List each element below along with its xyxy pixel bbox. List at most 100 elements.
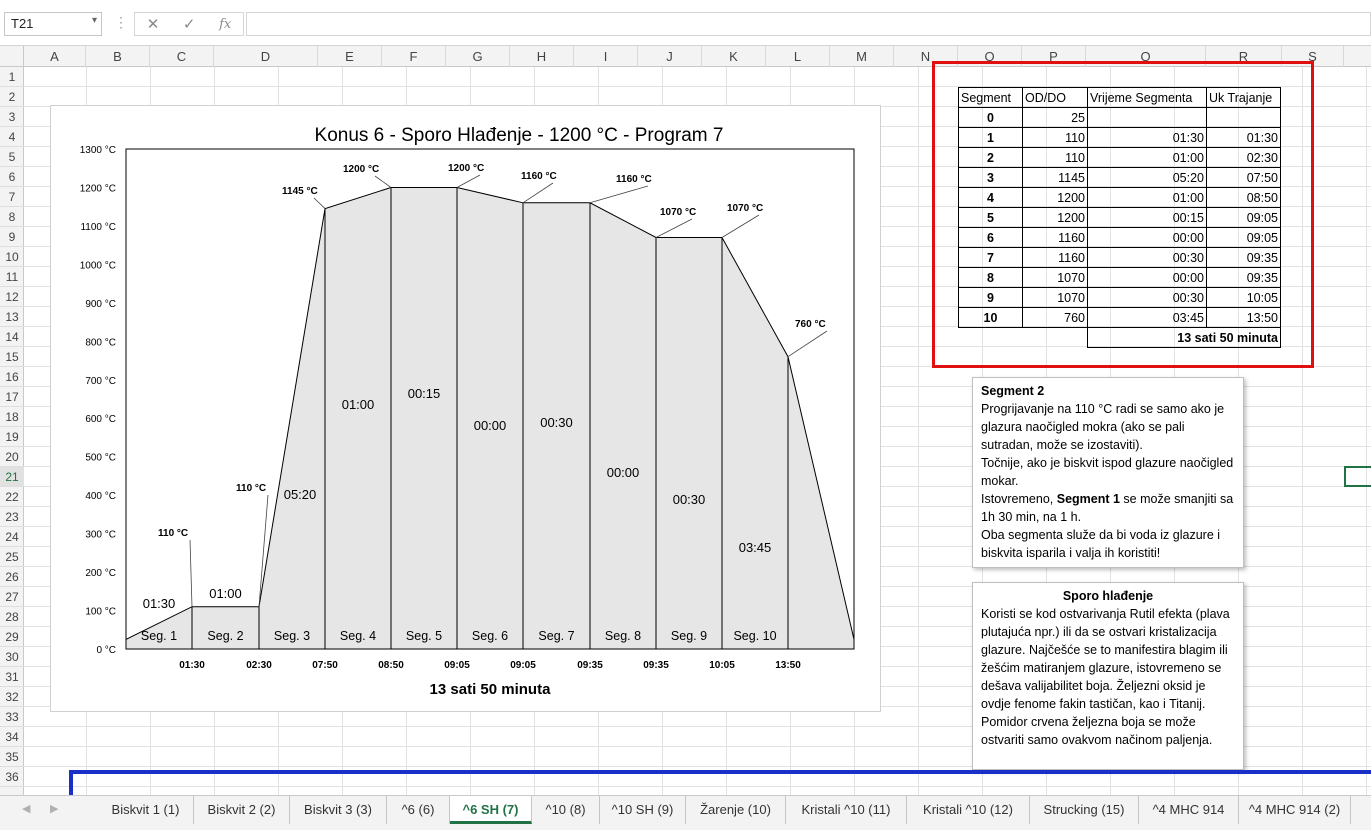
row-header[interactable]: 3: [0, 107, 24, 127]
row-header[interactable]: 5: [0, 147, 24, 167]
row-header[interactable]: 18: [0, 407, 24, 427]
table-cell[interactable]: 08:50: [1206, 187, 1281, 208]
table-cell[interactable]: 1145: [1022, 167, 1088, 188]
cancel-icon[interactable]: ✕: [146, 16, 160, 33]
table-cell[interactable]: 1200: [1022, 207, 1088, 228]
row-header[interactable]: 17: [0, 387, 24, 407]
table-cell[interactable]: 110: [1022, 127, 1088, 148]
note-segment-2[interactable]: Segment 2 Progrijavanje na 110 °C radi s…: [972, 377, 1244, 568]
row-header[interactable]: 12: [0, 287, 24, 307]
prev-sheet-icon[interactable]: ◀: [22, 803, 31, 815]
table-cell[interactable]: 01:00: [1087, 147, 1207, 168]
sheet-tab[interactable]: Žarenje (10): [686, 796, 786, 824]
table-cell[interactable]: 0: [958, 107, 1023, 128]
table-cell[interactable]: [1087, 107, 1207, 128]
formula-input[interactable]: [246, 12, 1371, 36]
sheet-tab[interactable]: Biskvit 3 (3): [290, 796, 387, 824]
row-header[interactable]: 11: [0, 267, 24, 287]
row-header[interactable]: 1: [0, 67, 24, 87]
table-cell[interactable]: 1: [958, 127, 1023, 148]
column-header[interactable]: O: [958, 46, 1022, 67]
table-cell[interactable]: 01:00: [1087, 187, 1207, 208]
row-header[interactable]: 10: [0, 247, 24, 267]
table-cell[interactable]: 1160: [1022, 247, 1088, 268]
table-cell[interactable]: 1200: [1022, 187, 1088, 208]
table-cell[interactable]: 02:30: [1206, 147, 1281, 168]
row-header[interactable]: 7: [0, 187, 24, 207]
row-header[interactable]: 14: [0, 327, 24, 347]
note-sporo-hladenje[interactable]: Sporo hlađenje Koristi se kod ostvarivan…: [972, 582, 1244, 770]
table-cell[interactable]: 09:35: [1206, 247, 1281, 268]
row-header[interactable]: 4: [0, 127, 24, 147]
column-header[interactable]: P: [1022, 46, 1086, 67]
selected-cell[interactable]: [1344, 466, 1371, 487]
table-cell[interactable]: 4: [958, 187, 1023, 208]
row-header[interactable]: 20: [0, 447, 24, 467]
table-cell[interactable]: 7: [958, 247, 1023, 268]
row-header[interactable]: 22: [0, 487, 24, 507]
table-cell[interactable]: 1070: [1022, 267, 1088, 288]
row-header[interactable]: 34: [0, 727, 24, 747]
sheet-tab[interactable]: Kristali ^10 (11): [786, 796, 907, 824]
row-header[interactable]: 9: [0, 227, 24, 247]
table-cell[interactable]: 10: [958, 307, 1023, 328]
row-header[interactable]: 33: [0, 707, 24, 727]
column-header[interactable]: S: [1282, 46, 1344, 67]
table-cell[interactable]: 3: [958, 167, 1023, 188]
column-header[interactable]: C: [150, 46, 214, 67]
table-cell[interactable]: 05:20: [1087, 167, 1207, 188]
column-header[interactable]: Q: [1086, 46, 1206, 67]
column-header[interactable]: F: [382, 46, 446, 67]
sheet-tab[interactable]: Biskvit 2 (2): [194, 796, 290, 824]
row-header[interactable]: 6: [0, 167, 24, 187]
total-duration[interactable]: 13 sati 50 minuta: [1087, 327, 1281, 348]
table-cell[interactable]: 110: [1022, 147, 1088, 168]
table-cell[interactable]: 03:45: [1087, 307, 1207, 328]
table-cell[interactable]: 00:30: [1087, 287, 1207, 308]
table-cell[interactable]: 8: [958, 267, 1023, 288]
table-cell[interactable]: 01:30: [1206, 127, 1281, 148]
table-cell[interactable]: 5: [958, 207, 1023, 228]
row-header[interactable]: 16: [0, 367, 24, 387]
function-icon[interactable]: fx: [219, 16, 232, 32]
row-header[interactable]: 15: [0, 347, 24, 367]
row-header[interactable]: 30: [0, 647, 24, 667]
row-header[interactable]: 32: [0, 687, 24, 707]
sheet-tab[interactable]: ^10 (8): [532, 796, 600, 824]
row-header[interactable]: 27: [0, 587, 24, 607]
column-header[interactable]: D: [214, 46, 318, 67]
table-cell[interactable]: 1160: [1022, 227, 1088, 248]
row-header[interactable]: 36: [0, 767, 24, 787]
table-cell[interactable]: 6: [958, 227, 1023, 248]
table-cell[interactable]: 09:05: [1206, 207, 1281, 228]
table-cell[interactable]: 09:05: [1206, 227, 1281, 248]
row-header[interactable]: 19: [0, 427, 24, 447]
table-cell[interactable]: 10:05: [1206, 287, 1281, 308]
column-header[interactable]: H: [510, 46, 574, 67]
row-header[interactable]: 23: [0, 507, 24, 527]
select-all-corner[interactable]: [0, 46, 24, 67]
confirm-icon[interactable]: ✓: [182, 16, 196, 33]
column-header[interactable]: G: [446, 46, 510, 67]
row-header[interactable]: 2: [0, 87, 24, 107]
row-header[interactable]: 29: [0, 627, 24, 647]
row-header[interactable]: 25: [0, 547, 24, 567]
table-cell[interactable]: 1070: [1022, 287, 1088, 308]
column-header[interactable]: B: [86, 46, 150, 67]
column-header[interactable]: A: [24, 46, 86, 67]
row-header[interactable]: 26: [0, 567, 24, 587]
row-header[interactable]: 31: [0, 667, 24, 687]
column-header[interactable]: J: [638, 46, 702, 67]
sheet-tab[interactable]: Biskvit 1 (1): [98, 796, 194, 824]
sheet-tab[interactable]: Kristali ^10 (12): [907, 796, 1030, 824]
table-cell[interactable]: 01:30: [1087, 127, 1207, 148]
sheet-tab[interactable]: ^6 SH (7): [450, 796, 532, 824]
column-header[interactable]: K: [702, 46, 766, 67]
row-header[interactable]: 21: [0, 467, 24, 487]
row-header[interactable]: 13: [0, 307, 24, 327]
next-sheet-icon[interactable]: ▶: [50, 803, 59, 815]
column-header[interactable]: N: [894, 46, 958, 67]
table-cell[interactable]: 2: [958, 147, 1023, 168]
table-cell[interactable]: 00:00: [1087, 227, 1207, 248]
table-cell[interactable]: 9: [958, 287, 1023, 308]
